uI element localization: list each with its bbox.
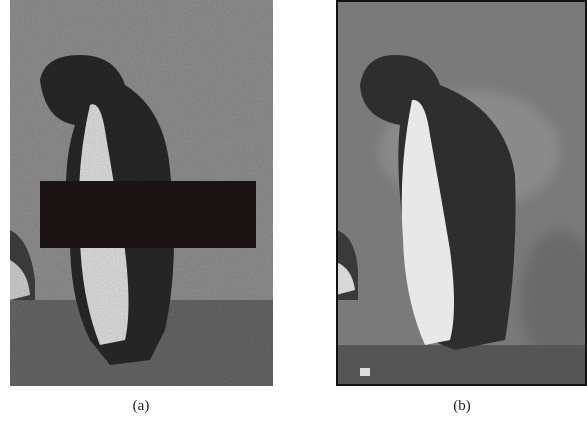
panel-caption: (b) (453, 398, 471, 414)
figure-images (10, 0, 587, 386)
restored-image (336, 0, 587, 386)
occlusion (40, 181, 256, 248)
panel-caption: (a) (132, 398, 150, 414)
